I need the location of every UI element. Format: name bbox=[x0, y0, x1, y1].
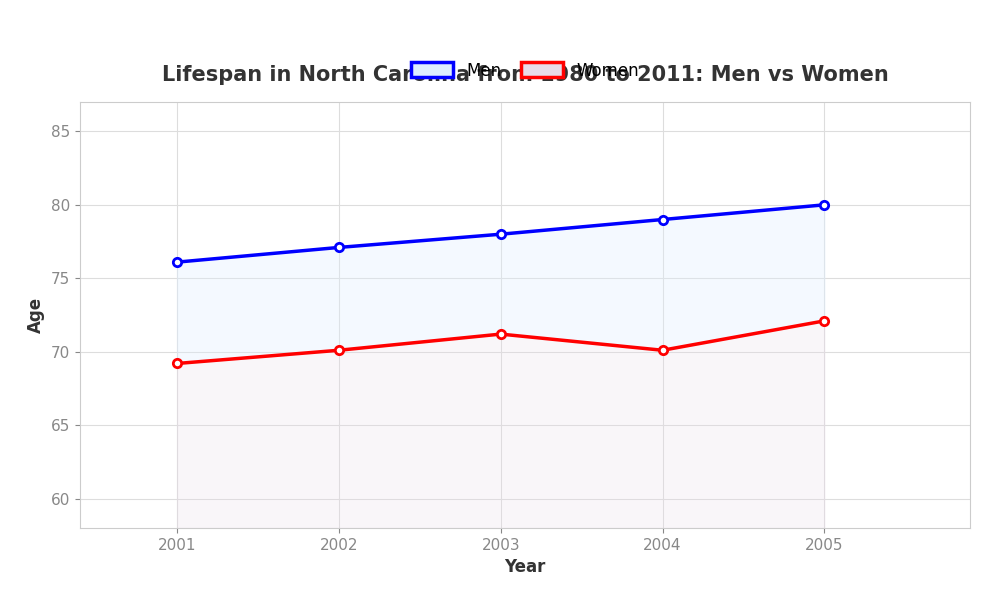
X-axis label: Year: Year bbox=[504, 558, 546, 576]
Legend: Men, Women: Men, Women bbox=[404, 55, 646, 86]
Y-axis label: Age: Age bbox=[27, 297, 45, 333]
Title: Lifespan in North Carolina from 1980 to 2011: Men vs Women: Lifespan in North Carolina from 1980 to … bbox=[162, 65, 888, 85]
